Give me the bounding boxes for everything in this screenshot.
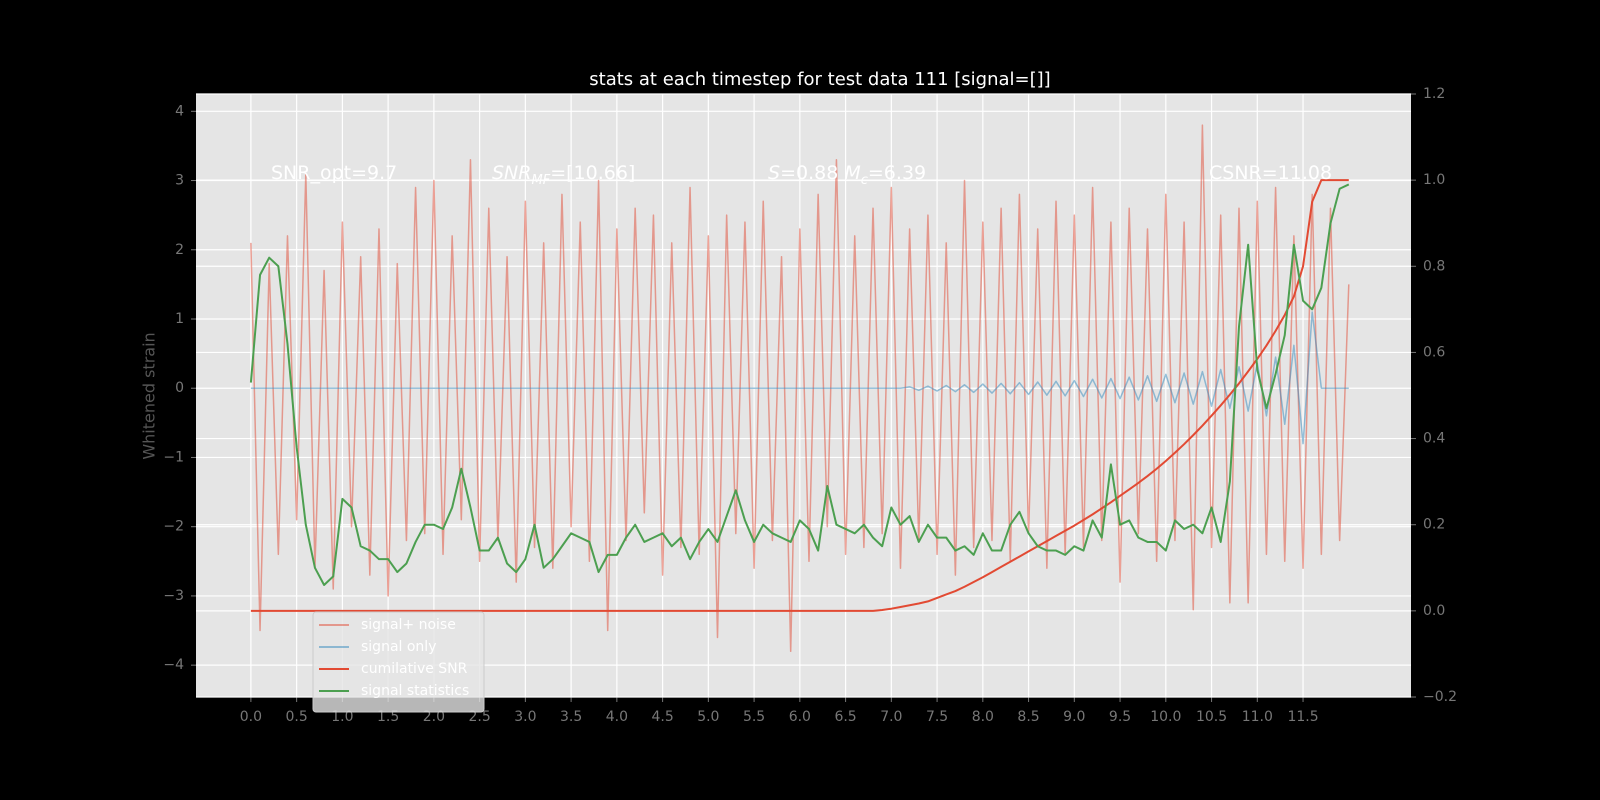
annotation: CSNR=11.08 xyxy=(1209,162,1332,184)
series-line xyxy=(250,311,1349,445)
y-tick-label: 1 xyxy=(175,311,184,327)
annotation-part: c xyxy=(861,173,868,188)
x-tick-label: 8.0 xyxy=(972,709,994,725)
x-tick-label: 1.0 xyxy=(331,709,353,725)
x-tick-label: 4.5 xyxy=(651,709,673,725)
x-tick-label: 5.5 xyxy=(743,709,765,725)
y-tick-label: 0 xyxy=(175,380,184,396)
x-tick-label: 7.5 xyxy=(926,709,948,725)
y-tick-label: 4 xyxy=(175,103,184,119)
y-tick-label: 2 xyxy=(175,242,184,258)
annotation-part: =0.88 xyxy=(780,162,844,184)
annotation: SNRMF=[10.66] xyxy=(492,162,635,189)
y2-tick-label: 0.2 xyxy=(1423,517,1445,533)
x-tick-label: 4.0 xyxy=(606,709,628,725)
legend-label: signal statistics xyxy=(361,683,469,699)
y2-tick-label: 1.2 xyxy=(1423,86,1445,102)
x-tick-label: 10.0 xyxy=(1150,709,1181,725)
x-tick-label: 10.5 xyxy=(1196,709,1227,725)
annotation-part: S xyxy=(768,162,780,184)
chart-title: stats at each timestep for test data 111… xyxy=(589,69,1050,90)
x-tick-label: 3.0 xyxy=(514,709,536,725)
y-tick-label: −2 xyxy=(163,519,184,535)
x-tick-label: 2.5 xyxy=(468,709,490,725)
y2-tick-label: 0.0 xyxy=(1423,603,1445,619)
x-tick-label: 9.5 xyxy=(1109,709,1131,725)
x-tick-label: 11.0 xyxy=(1242,709,1273,725)
x-tick-label: 2.0 xyxy=(423,709,445,725)
x-tick-label: 9.0 xyxy=(1063,709,1085,725)
annotation-part: =6.39 xyxy=(868,162,926,184)
annotation: S=0.88 Mc=6.39 xyxy=(768,162,926,189)
annotation-part: SNR_opt=9.7 xyxy=(271,162,397,184)
series-line xyxy=(249,183,1350,587)
annotation-part: =[10.66] xyxy=(550,162,635,184)
x-tick-label: 0.0 xyxy=(240,709,262,725)
y-axis-label: Whitened strain xyxy=(140,332,159,459)
y2-tick-label: −0.2 xyxy=(1423,689,1457,705)
x-tick-label: 11.5 xyxy=(1287,709,1318,725)
legend-label: cumilative SNR xyxy=(361,661,468,677)
annotation-part: MF xyxy=(531,173,550,188)
y2-tick-label: 0.4 xyxy=(1423,431,1445,447)
x-tick-label: 3.5 xyxy=(560,709,582,725)
x-tick-label: 6.5 xyxy=(834,709,856,725)
series-line xyxy=(250,124,1350,653)
y2-tick-label: 1.0 xyxy=(1423,172,1445,188)
x-tick-label: 1.5 xyxy=(377,709,399,725)
legend-label: signal only xyxy=(361,639,436,655)
y2-tick-label: 0.6 xyxy=(1423,344,1445,360)
x-tick-label: 5.0 xyxy=(697,709,719,725)
legend-label: signal+ noise xyxy=(361,617,456,633)
annotation-part: CSNR=11.08 xyxy=(1209,162,1332,184)
y-tick-label: −1 xyxy=(163,449,184,465)
x-tick-label: 0.5 xyxy=(286,709,308,725)
x-tick-label: 6.0 xyxy=(789,709,811,725)
y-tick-label: −3 xyxy=(163,588,184,604)
x-tick-label: 7.0 xyxy=(880,709,902,725)
series-line xyxy=(250,179,1349,612)
legend-box xyxy=(312,611,485,713)
annotation-part: SNR xyxy=(492,162,531,184)
y-tick-label: 3 xyxy=(175,173,184,189)
x-tick-label: 8.5 xyxy=(1017,709,1039,725)
annotation: SNR_opt=9.7 xyxy=(271,162,397,184)
y2-tick-label: 0.8 xyxy=(1423,258,1445,274)
y-tick-label: −4 xyxy=(163,657,184,673)
annotation-part: M xyxy=(844,162,860,184)
